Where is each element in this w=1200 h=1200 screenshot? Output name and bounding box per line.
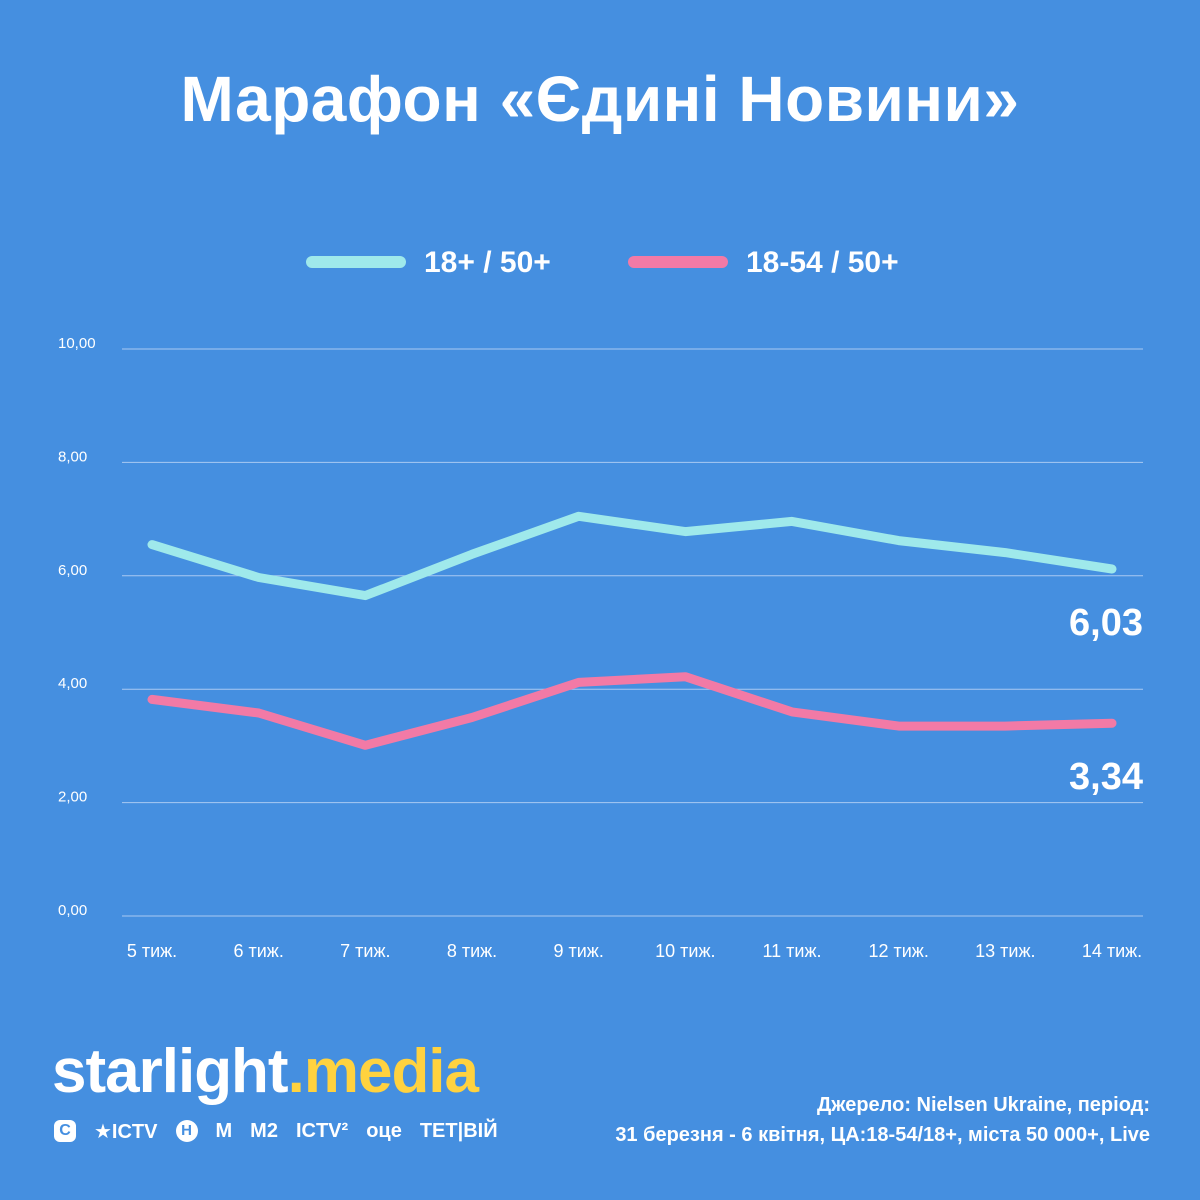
source-line-2: 31 березня - 6 квітня, ЦА:18-54/18+, міс… — [615, 1124, 1150, 1146]
channel-logo-ictv2: ICTV² — [295, 1119, 349, 1142]
series-line-1 — [147, 511, 1117, 601]
x-tick-label: 5 тиж. — [127, 941, 177, 961]
y-tick-label: 6,00 — [58, 562, 87, 579]
channel-logo-tet: ТЕТ|ВІЙ — [419, 1119, 498, 1142]
x-tick-label: 7 тиж. — [340, 941, 390, 961]
brand-dot: . — [287, 1037, 305, 1106]
channel-logo-novy: Н — [175, 1120, 198, 1142]
legend-label-series-1: 18+ / 50+ — [424, 246, 551, 279]
y-tick-label: 4,00 — [58, 675, 87, 692]
y-tick-label: 10,00 — [58, 335, 96, 352]
channel-logo-oce: оце — [366, 1119, 402, 1142]
chart-title: Марафон «Єдині Новини» — [180, 63, 1020, 135]
source-line-1: Джерело: Nielsen Ukraine, період: — [817, 1094, 1150, 1116]
legend-label-series-2: 18-54 / 50+ — [746, 246, 899, 279]
x-tick-label: 11 тиж. — [762, 941, 821, 961]
legend: 18+ / 50+ 18-54 / 50+ — [0, 242, 1200, 282]
end-value-label-series-1: 6,03 — [1069, 602, 1143, 644]
legend-swatch-series-2 — [628, 256, 728, 268]
series-line-2 — [147, 672, 1117, 750]
x-tick-label: 13 тиж. — [975, 941, 1035, 961]
y-tick-label: 2,00 — [58, 789, 87, 806]
x-tick-label: 10 тиж. — [655, 941, 715, 961]
channel-logo-m1: М — [215, 1119, 233, 1142]
legend-item-series-2: 18-54 / 50+ — [628, 242, 928, 282]
line-chart: 0,00 2,00 4,00 6,00 8,00 10,00 5 тиж. 6 тиж. 7 т… — [58, 335, 1143, 961]
x-tick-label: 6 тиж. — [233, 941, 283, 961]
legend-swatch-series-1 — [306, 256, 406, 268]
channel-logo-ictv: ★ICTV — [94, 1120, 158, 1143]
x-tick-label: 12 тиж. — [868, 941, 928, 961]
x-tick-label: 14 тиж. — [1082, 941, 1142, 961]
channel-logo-stb: С — [54, 1120, 76, 1142]
legend-item-series-1: 18+ / 50+ — [306, 242, 566, 282]
y-tick-label: 8,00 — [58, 448, 87, 465]
y-tick-label: 0,00 — [58, 902, 87, 919]
channel-logo-m2: М2 — [250, 1119, 278, 1142]
x-tick-label: 9 тиж. — [553, 941, 603, 961]
end-value-label-series-2: 3,34 — [1069, 756, 1143, 798]
source-note: Джерело: Nielsen Ukraine, період: 31 бер… — [615, 1090, 1150, 1150]
x-tick-label: 8 тиж. — [447, 941, 497, 961]
channel-logos: С ★ICTV Н М М2 ICTV² оце ТЕТ|ВІЙ — [54, 1118, 498, 1144]
brand-name-part1: starlight — [52, 1037, 289, 1106]
brand-name-part2: media — [303, 1037, 479, 1106]
brand-logo: starlight.media — [52, 1036, 479, 1107]
